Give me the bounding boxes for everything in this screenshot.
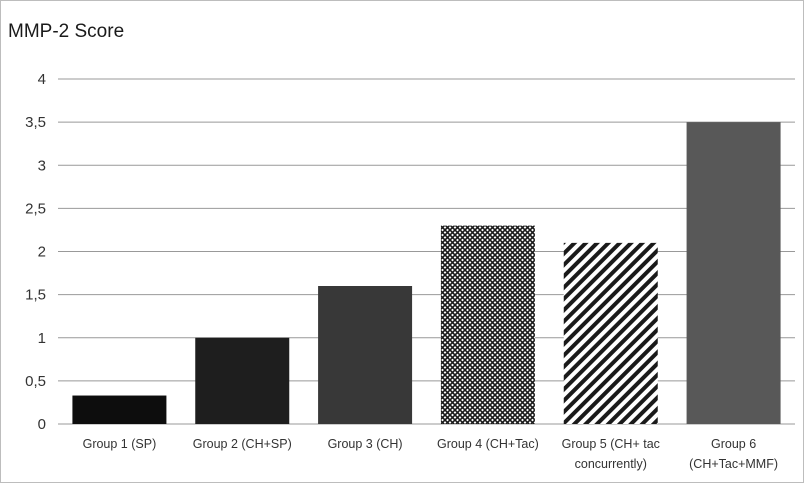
x-category-label: Group 2 (CH+SP): [193, 437, 292, 451]
bar-group-1: [72, 395, 167, 424]
x-category-label: Group 1 (SP): [83, 437, 157, 451]
y-tick-label: 3,5: [25, 114, 46, 131]
bar-group-5: [563, 242, 658, 424]
bar-group-3: [318, 286, 413, 424]
y-tick-label: 0,5: [25, 373, 46, 390]
bar-group-2: [195, 337, 290, 424]
y-tick-label: 2: [38, 244, 46, 261]
x-category-label: Group 4 (CH+Tac): [437, 437, 539, 451]
x-category-label: Group 3 (CH): [328, 437, 403, 451]
y-tick-label: 3: [38, 157, 46, 174]
y-tick-label: 2,5: [25, 200, 46, 217]
y-tick-label: 0: [38, 416, 46, 433]
y-tick-label: 1,5: [25, 287, 46, 304]
bar-group-4: [440, 225, 535, 424]
chart-title: MMP-2 Score: [8, 21, 125, 42]
x-category-label: Group 5 (CH+ tac concurrently): [562, 437, 660, 471]
bar-group-6: [686, 122, 781, 424]
y-tick-label: 1: [38, 330, 46, 347]
y-tick-label: 4: [38, 71, 46, 88]
x-category-label: Group 6 (CH+Tac+MMF): [689, 437, 778, 471]
